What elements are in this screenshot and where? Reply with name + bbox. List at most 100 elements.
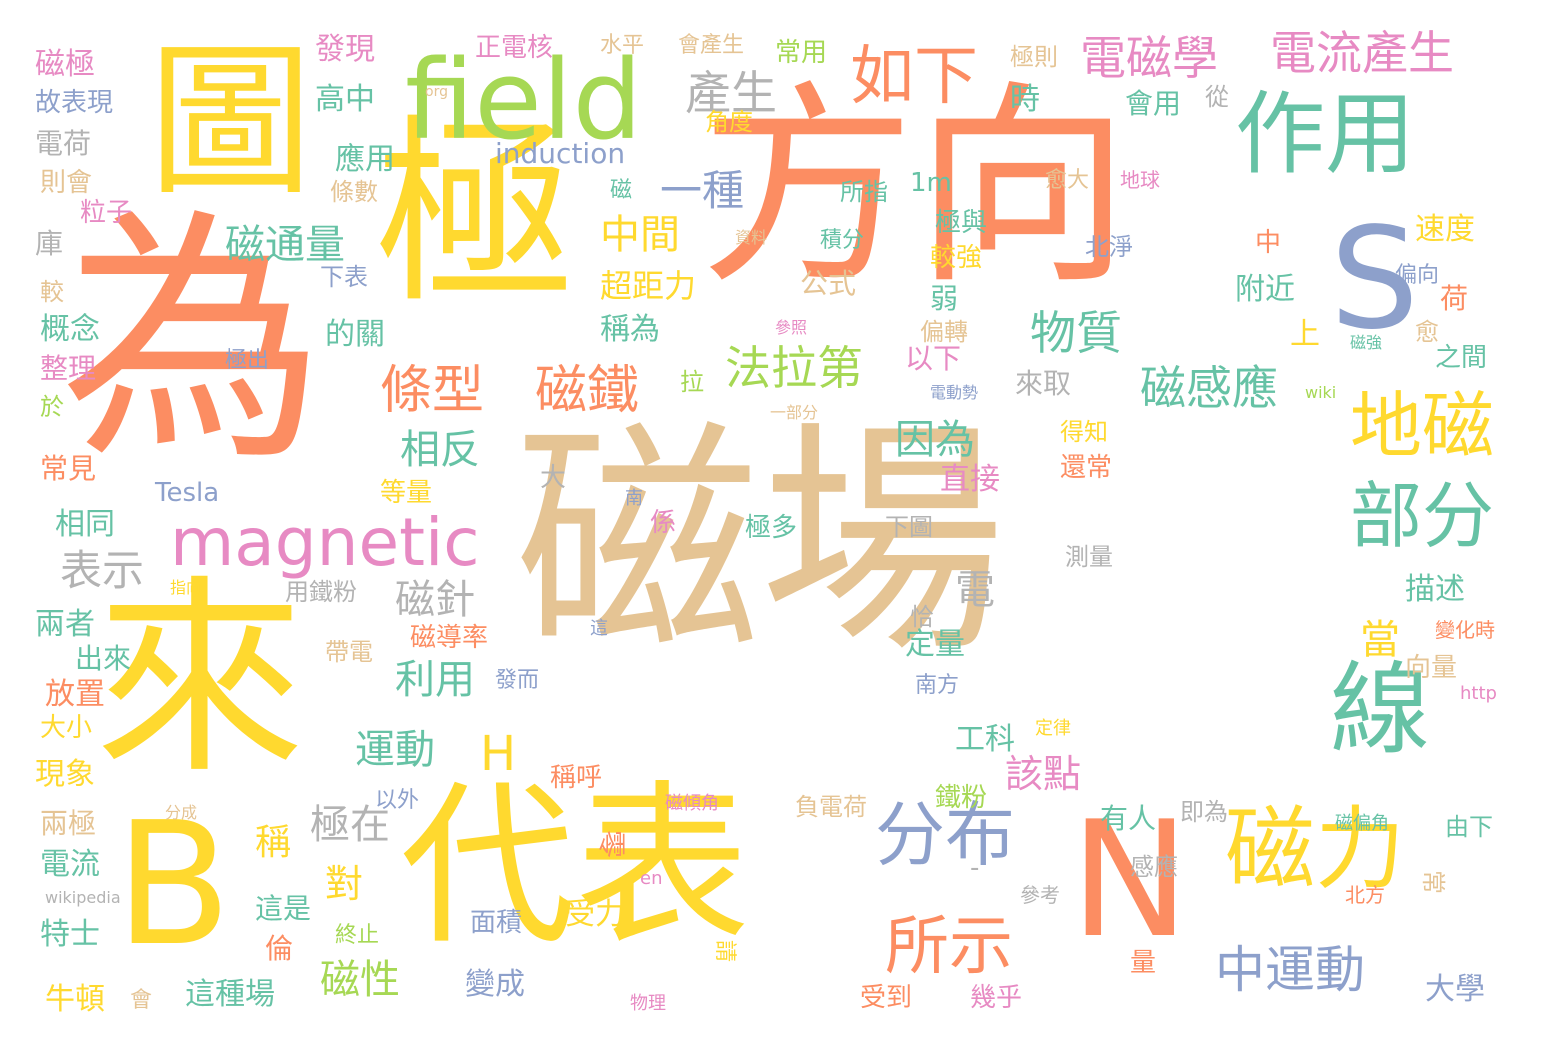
word-47: 發現 (315, 32, 375, 67)
word-70: 出來 (75, 642, 132, 675)
word-16: 地磁 (1350, 384, 1495, 468)
word-48: 高中 (315, 82, 375, 117)
word-46: induction (495, 137, 626, 170)
word-82: 下表 (320, 263, 368, 291)
word-170: 參照 (775, 318, 808, 337)
word-138: 常 (1419, 870, 1447, 894)
word-84: 超距力 (600, 267, 697, 305)
word-132: 零 (595, 830, 628, 859)
word-111: 用鐵粉 (285, 578, 357, 606)
word-155: 速度 (1415, 212, 1475, 247)
word-50: 水平 (600, 33, 645, 58)
word-66: 於 (40, 393, 64, 421)
word-129: 磁偏角 (1335, 813, 1389, 834)
word-136: - (970, 853, 980, 883)
word-115: 定律 (1035, 718, 1071, 739)
word-94: 較強 (930, 243, 983, 273)
word-124: 磁傾角 (665, 793, 719, 814)
word-118: 描述 (1405, 572, 1465, 607)
word-168: 電動勢 (930, 383, 979, 402)
word-92: 資料 (735, 228, 768, 247)
word-147: 變成 (465, 967, 525, 1002)
word-101: 大 (540, 463, 567, 493)
word-163: 之間 (1435, 343, 1488, 373)
word-44: 稱 (255, 822, 292, 863)
word-88: 所指 (840, 178, 888, 206)
word-159: 荷 (1440, 282, 1469, 315)
word-108: 帶電 (325, 638, 373, 666)
word-140: 面積 (470, 908, 523, 938)
word-113: 南 (625, 488, 643, 509)
word-7: B (115, 786, 232, 984)
word-116: 南方 (915, 673, 960, 698)
word-55: 會用 (1125, 87, 1182, 120)
word-134: 感應 (1130, 853, 1178, 881)
word-99: 直接 (940, 462, 1000, 497)
word-162: 愈 (1415, 318, 1439, 346)
word-103: 極多 (745, 513, 798, 543)
word-117: 定量 (905, 627, 965, 662)
word-126: 即為 (1180, 798, 1228, 826)
word-51: 會產生 (678, 33, 745, 58)
word-80: 應用 (335, 142, 395, 177)
word-58: 故表現 (35, 88, 114, 118)
word-120: 變化時 (1435, 618, 1495, 642)
word-61: 粒子 (80, 198, 133, 228)
word-14: magnetic (170, 504, 480, 581)
word-65: 整理 (40, 352, 97, 385)
word-8: N (1070, 786, 1190, 973)
word-78: 會 (130, 988, 153, 1013)
word-41: 電 (955, 567, 995, 613)
word-81: 條數 (330, 178, 378, 206)
word-73: 現象 (35, 757, 95, 792)
word-63: 較 (40, 278, 64, 306)
word-152: 大學 (1425, 972, 1485, 1007)
word-33: 表示 (60, 546, 145, 595)
word-154: 地球 (1120, 168, 1160, 192)
word-169: 一部分 (770, 403, 819, 422)
word-96: 偏轉 (920, 318, 968, 346)
word-95: 弱 (930, 282, 959, 315)
word-18: 所示 (885, 910, 1013, 984)
word-102: 係 (650, 508, 677, 538)
word-137: 北方 (1345, 883, 1385, 907)
word-112: 指向 (170, 578, 203, 597)
word-75: 電流 (40, 847, 100, 882)
word-149: 受到 (860, 983, 913, 1013)
word-114: 工科 (955, 722, 1015, 757)
word-43: 對 (325, 862, 364, 906)
word-123: 以外 (375, 788, 420, 813)
word-21: 電磁學 (1080, 31, 1218, 85)
word-119: 向量 (1405, 653, 1458, 683)
word-52: 常用 (775, 38, 828, 68)
word-67: 常見 (40, 452, 97, 485)
word-30: 法拉第 (725, 341, 863, 395)
word-150: 幾乎 (970, 983, 1023, 1013)
word-56: 從 (1205, 83, 1229, 111)
word-143: 終止 (335, 923, 380, 948)
word-20: 電流產生 (1270, 26, 1454, 80)
word-2: 為 (60, 188, 325, 496)
word-22: 產生 (685, 66, 777, 120)
word-131: 分成 (165, 803, 198, 822)
word-9: S (1330, 198, 1419, 361)
word-157: 中 (1255, 228, 1282, 258)
word-36: 磁針 (395, 577, 475, 623)
word-145: 請 (712, 940, 737, 963)
word-29: 磁感應 (1140, 361, 1278, 415)
word-130: 由下 (1445, 813, 1493, 841)
word-125: 負電荷 (795, 793, 867, 821)
word-24: 磁鐵 (535, 361, 640, 421)
word-59: 電荷 (35, 127, 92, 160)
word-60: 則會 (40, 168, 93, 198)
word-121: http (1460, 683, 1497, 704)
word-90: 磁 (610, 178, 633, 203)
word-42: 該點 (1005, 752, 1082, 796)
word-10: field (405, 36, 643, 164)
word-153: 愈大 (1045, 168, 1090, 193)
word-72: 大小 (40, 713, 93, 743)
word-172: 角度 (705, 108, 753, 136)
word-27: H (480, 726, 517, 782)
word-97: 以下 (905, 342, 962, 375)
